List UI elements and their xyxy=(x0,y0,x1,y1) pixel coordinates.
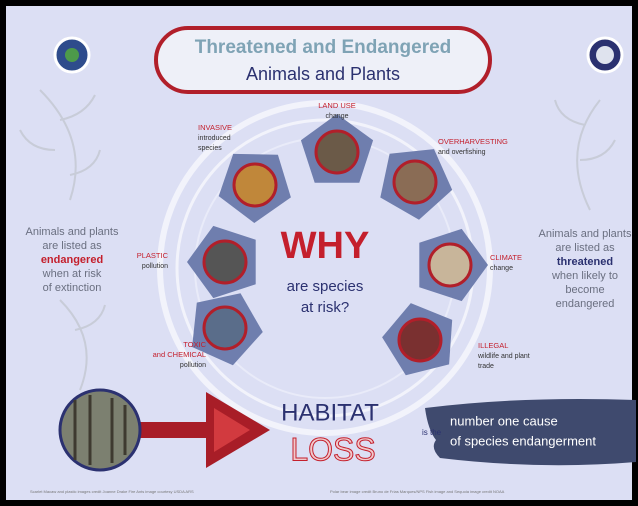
side-text: threatened xyxy=(557,256,613,268)
logo xyxy=(596,46,614,64)
question: are species xyxy=(287,278,364,295)
side-text: are listed as xyxy=(42,240,102,252)
logo xyxy=(65,48,79,62)
cause-detail: pollution xyxy=(142,263,168,270)
side-text: when at risk xyxy=(42,268,102,280)
title: Animals and Plants xyxy=(246,64,400,84)
cause-label: PLASTIC xyxy=(137,251,169,260)
cause-detail: and overfishing xyxy=(438,149,486,156)
cause-text: number one cause xyxy=(450,413,558,428)
cause-label: TOXIC xyxy=(183,340,206,349)
credits: Scarlet Macaw and plastic images credit … xyxy=(30,489,194,494)
title-box xyxy=(154,26,492,94)
cause-detail: wildlife and plant xyxy=(477,353,530,360)
side-text: Animals and plants xyxy=(539,228,632,240)
title: Threatened and Endangered xyxy=(195,37,452,58)
cause-photo xyxy=(397,317,443,363)
cause-photo xyxy=(202,305,248,351)
habitat: HABITAT xyxy=(281,399,379,426)
cause-detail: introduced xyxy=(198,135,231,142)
cause-label: INVASIVE xyxy=(198,123,232,132)
side-text: Animals and plants xyxy=(26,226,119,238)
cause-text: of species endangerment xyxy=(450,433,596,448)
arrow-shaft xyxy=(130,422,230,438)
forest-photo xyxy=(73,395,127,465)
cause-detail: species xyxy=(198,145,222,152)
why: WHY xyxy=(281,225,370,267)
credits: Polar bear image credit Bruno de Frias M… xyxy=(330,489,505,494)
cause-photo xyxy=(202,239,248,285)
is-the: is the xyxy=(422,428,442,437)
side-text: become xyxy=(565,284,604,296)
cause-label: and CHEMICAL xyxy=(153,350,206,359)
cause-label: LAND USE xyxy=(318,101,356,110)
side-text: of extinction xyxy=(43,282,102,294)
question: at risk? xyxy=(301,299,349,316)
brush-stroke xyxy=(425,399,636,466)
cause-label: OVERHARVESTING xyxy=(438,137,508,146)
cause-photo xyxy=(392,159,438,205)
cause-detail: change xyxy=(326,113,349,120)
side-text: are listed as xyxy=(555,242,615,254)
cause-photo xyxy=(427,242,473,288)
cause-photo xyxy=(232,162,278,208)
cause-label: ILLEGAL xyxy=(478,341,508,350)
forest-photo xyxy=(58,388,142,472)
cause-photo xyxy=(314,129,360,175)
side-text: endangered xyxy=(41,254,103,266)
cause-detail: pollution xyxy=(180,362,206,369)
arrow-head xyxy=(214,408,250,452)
cause-detail: trade xyxy=(478,363,494,370)
cause-detail: change xyxy=(490,265,513,272)
side-text: endangered xyxy=(556,298,615,310)
leaf-decor xyxy=(19,89,616,391)
side-text: when likely to xyxy=(551,270,618,282)
loss: LOSS xyxy=(290,431,375,467)
cause-label: CLIMATE xyxy=(490,253,522,262)
